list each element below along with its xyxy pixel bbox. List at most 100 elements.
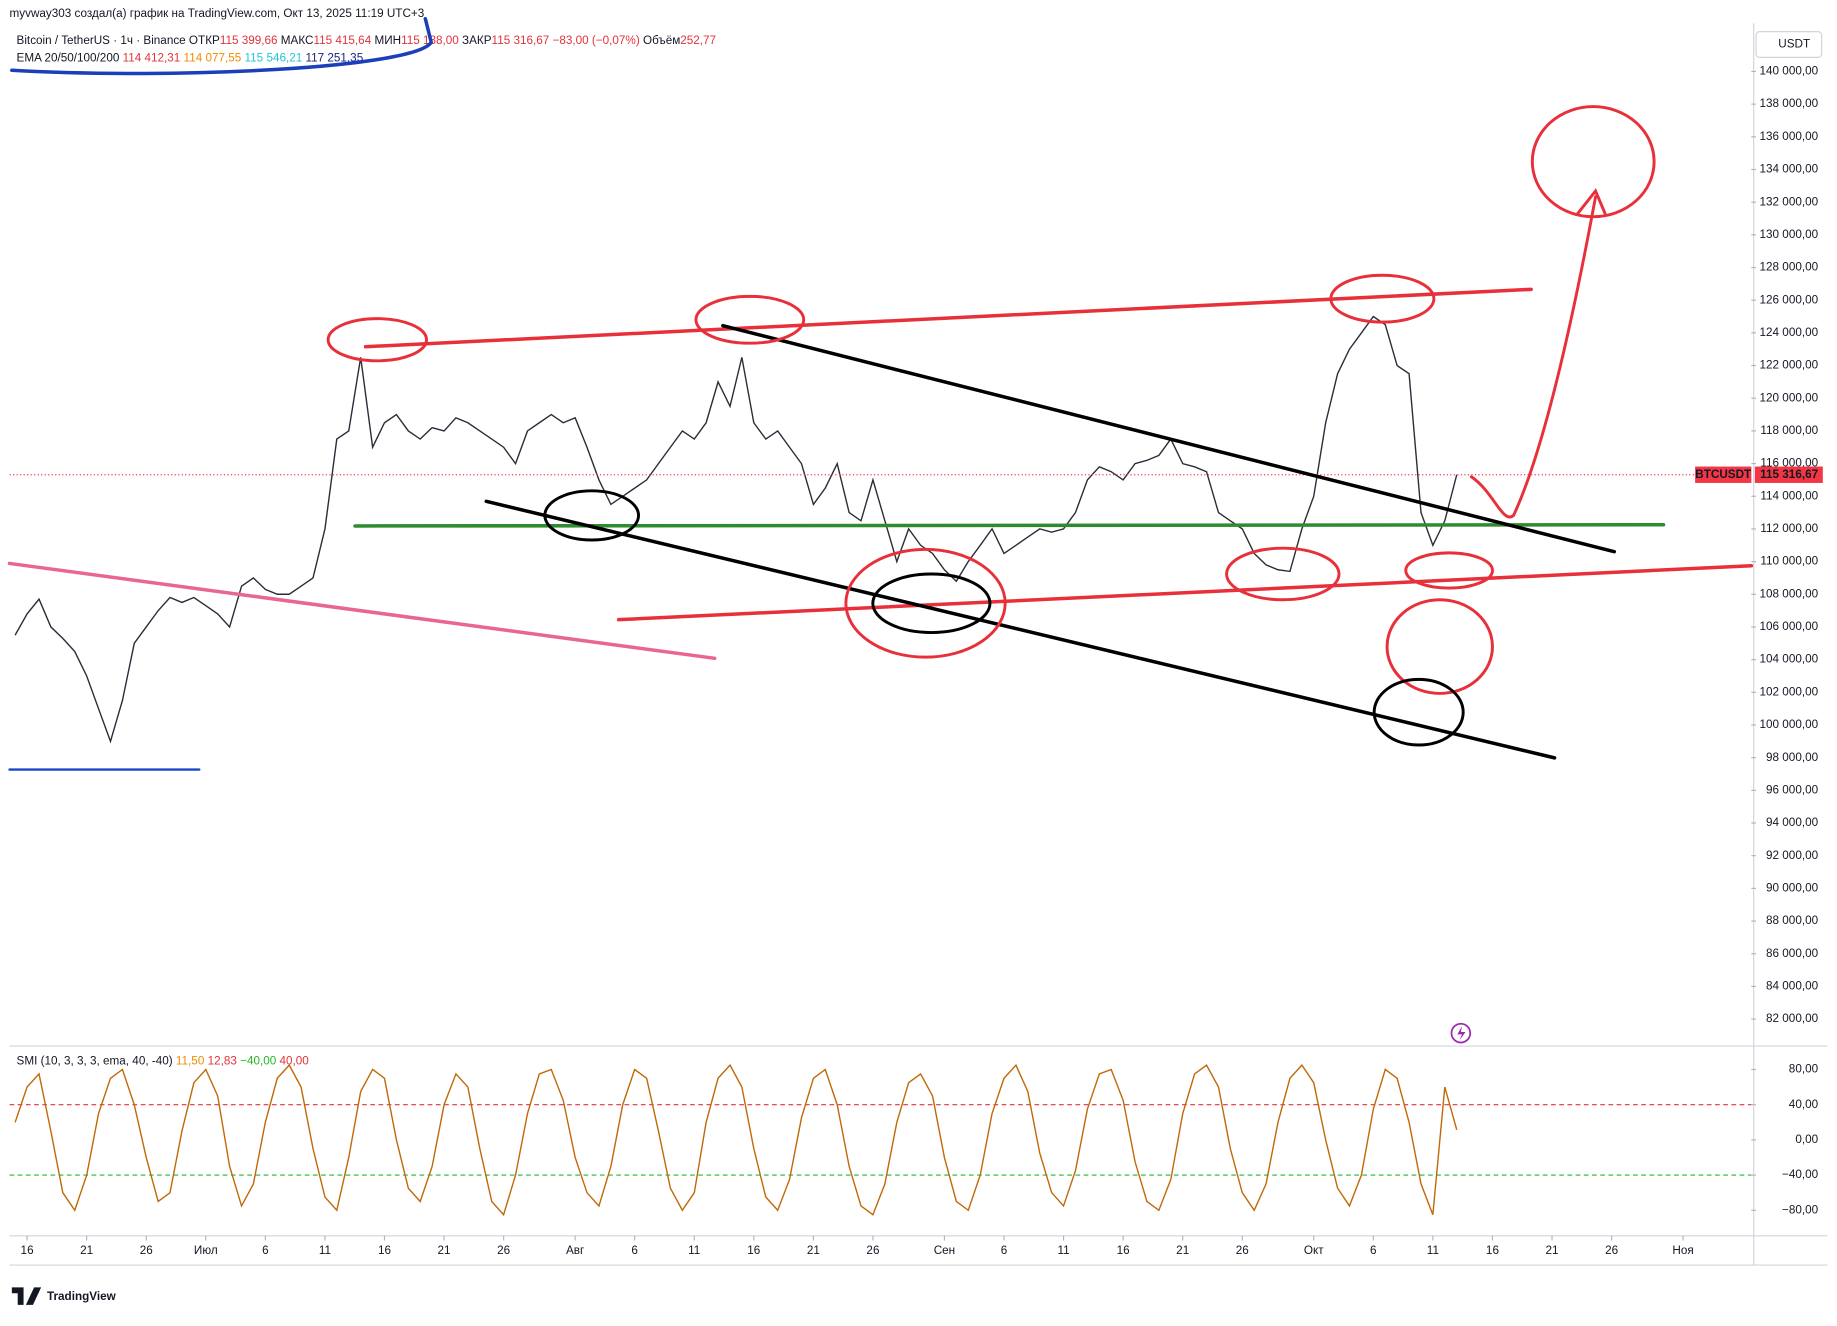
y-tick-label: 102 000,00 — [1760, 685, 1819, 698]
legend-item: EMA 20/50/100/200 — [17, 52, 123, 65]
legend-item: ЗАКР — [462, 34, 492, 47]
x-tick-label: Сен — [934, 1244, 955, 1257]
x-tick-label: 21 — [1176, 1244, 1189, 1257]
y-tick-label: 90 000,00 — [1766, 881, 1819, 894]
y-tick-label: 134 000,00 — [1760, 163, 1819, 176]
x-tick-label: 6 — [262, 1244, 269, 1257]
price-label: 115 316,67 — [1760, 468, 1818, 481]
circle-drawing — [844, 547, 1007, 659]
y-tick-label: 104 000,00 — [1760, 653, 1819, 666]
x-tick-label: 16 — [747, 1244, 760, 1257]
y-tick-label: 94 000,00 — [1766, 816, 1819, 829]
legend-item: −83,00 (−0,07%) — [553, 34, 643, 47]
x-tick-label: 26 — [1605, 1244, 1618, 1257]
x-tick-label: 16 — [378, 1244, 391, 1257]
legend-item: 114 412,31 — [123, 52, 184, 65]
legend-item: МИН — [374, 34, 401, 47]
x-tick-label: 16 — [21, 1244, 34, 1257]
trend-line — [363, 287, 1533, 349]
legend: EMA 20/50/100/200 114 412,31 114 077,55 … — [17, 52, 364, 65]
x-tick-label: 6 — [631, 1244, 638, 1257]
x-tick-label: 11 — [1427, 1244, 1439, 1257]
y-tick-label: 114 000,00 — [1760, 489, 1818, 502]
circle-drawing — [1404, 551, 1494, 590]
channel-line — [484, 499, 1557, 760]
y-tick-label: 140 000,00 — [1760, 65, 1819, 78]
y-tick-label: 118 000,00 — [1760, 424, 1818, 437]
legend-item: 115 546,21 — [245, 52, 306, 65]
circle-drawing — [1225, 546, 1341, 602]
legend-item: 12,83 — [208, 1054, 241, 1067]
series-line — [14, 315, 1458, 744]
drawings — [7, 16, 1754, 771]
circle-drawing — [1329, 273, 1436, 324]
symbol-tag — [1695, 466, 1752, 483]
x-tick-label: Окт — [1304, 1244, 1324, 1257]
legend-item: Bitcoin / TetherUS · 1ч · Binance — [17, 34, 189, 47]
x-tick-label: 21 — [80, 1244, 93, 1257]
y-tick-label: 130 000,00 — [1760, 228, 1819, 241]
y-tick-label: 128 000,00 — [1760, 261, 1819, 274]
x-tick-label: Ноя — [1672, 1244, 1693, 1257]
x-tick-label: 11 — [688, 1244, 700, 1257]
x-tick-label: 16 — [1117, 1244, 1130, 1257]
circle-drawing — [1372, 677, 1465, 747]
trend-line — [616, 564, 1754, 622]
indicator-title: SMI (10, 3, 3, 3, ema, 40, -40) — [17, 1054, 173, 1067]
brand-name: TradingView — [47, 1290, 117, 1303]
y-tick-label: 124 000,00 — [1760, 326, 1819, 339]
credit: myvway303 создал(а) график на TradingVie… — [10, 7, 425, 20]
circle-drawing — [326, 317, 428, 363]
forecast-arrow — [1469, 195, 1598, 519]
legend-item: 115 316,67 — [492, 34, 553, 47]
x-tick-label: 26 — [497, 1244, 510, 1257]
y-tick-label: −80,00 — [1782, 1203, 1819, 1216]
y-tick-label: 106 000,00 — [1760, 620, 1819, 633]
x-tick-label: Июл — [194, 1244, 218, 1257]
x-tick-label: 26 — [1236, 1244, 1249, 1257]
underline-drawing — [10, 16, 434, 76]
y-tick-label: 138 000,00 — [1760, 97, 1819, 110]
symbol-label: BTCUSDT — [1695, 468, 1752, 481]
x-tick-label: 21 — [807, 1244, 820, 1257]
currency-button[interactable] — [1755, 31, 1823, 58]
brand-logo — [11, 1287, 42, 1305]
y-tick-label: 82 000,00 — [1766, 1012, 1819, 1025]
x-tick-label: 21 — [438, 1244, 451, 1257]
y-tick-label: 80,00 — [1789, 1063, 1819, 1076]
y-tick-label: 86 000,00 — [1766, 947, 1819, 960]
circle-drawing — [871, 572, 992, 635]
legend-item: −40,00 — [240, 1054, 279, 1067]
legend-item: 252,77 — [680, 34, 716, 47]
x-tick-label: 21 — [1546, 1244, 1559, 1257]
y-tick-label: 110 000,00 — [1760, 555, 1818, 568]
legend: 11,50 12,83 −40,00 40,00 — [173, 1054, 310, 1067]
y-tick-label: 88 000,00 — [1766, 914, 1819, 927]
y-tick-label: 40,00 — [1789, 1098, 1819, 1111]
x-tick-label: 6 — [1001, 1244, 1008, 1257]
legend: Bitcoin / TetherUS · 1ч · Binance ОТКР11… — [17, 34, 717, 47]
y-tick-label: 126 000,00 — [1760, 293, 1819, 306]
y-tick-label: 132 000,00 — [1760, 195, 1819, 208]
y-tick-label: −40,00 — [1782, 1168, 1819, 1181]
circle-drawing — [1385, 598, 1494, 695]
plot: Bitcoin / TetherUS · 1ч · Binance ОТКР11… — [9, 34, 1823, 1257]
y-tick-label: 112 000,00 — [1760, 522, 1818, 535]
x-tick-label: 26 — [140, 1244, 153, 1257]
x-tick-label: 16 — [1486, 1244, 1499, 1257]
x-tick-label: 11 — [319, 1244, 331, 1257]
y-tick-label: 92 000,00 — [1766, 849, 1819, 862]
circle-drawing — [543, 489, 641, 542]
y-tick-label: 84 000,00 — [1766, 979, 1819, 992]
price-tag — [1754, 466, 1823, 483]
event-icon-bolt — [1457, 1026, 1466, 1041]
legend-item: 115 415,64 — [314, 34, 375, 47]
x-tick-label: Авг — [566, 1244, 584, 1257]
y-tick-label: 116 000,00 — [1760, 457, 1818, 470]
currency: USDT — [1778, 38, 1810, 51]
x-tick-label: 6 — [1370, 1244, 1377, 1257]
channel-line — [721, 323, 1617, 554]
event-icon[interactable] — [1450, 1022, 1472, 1044]
